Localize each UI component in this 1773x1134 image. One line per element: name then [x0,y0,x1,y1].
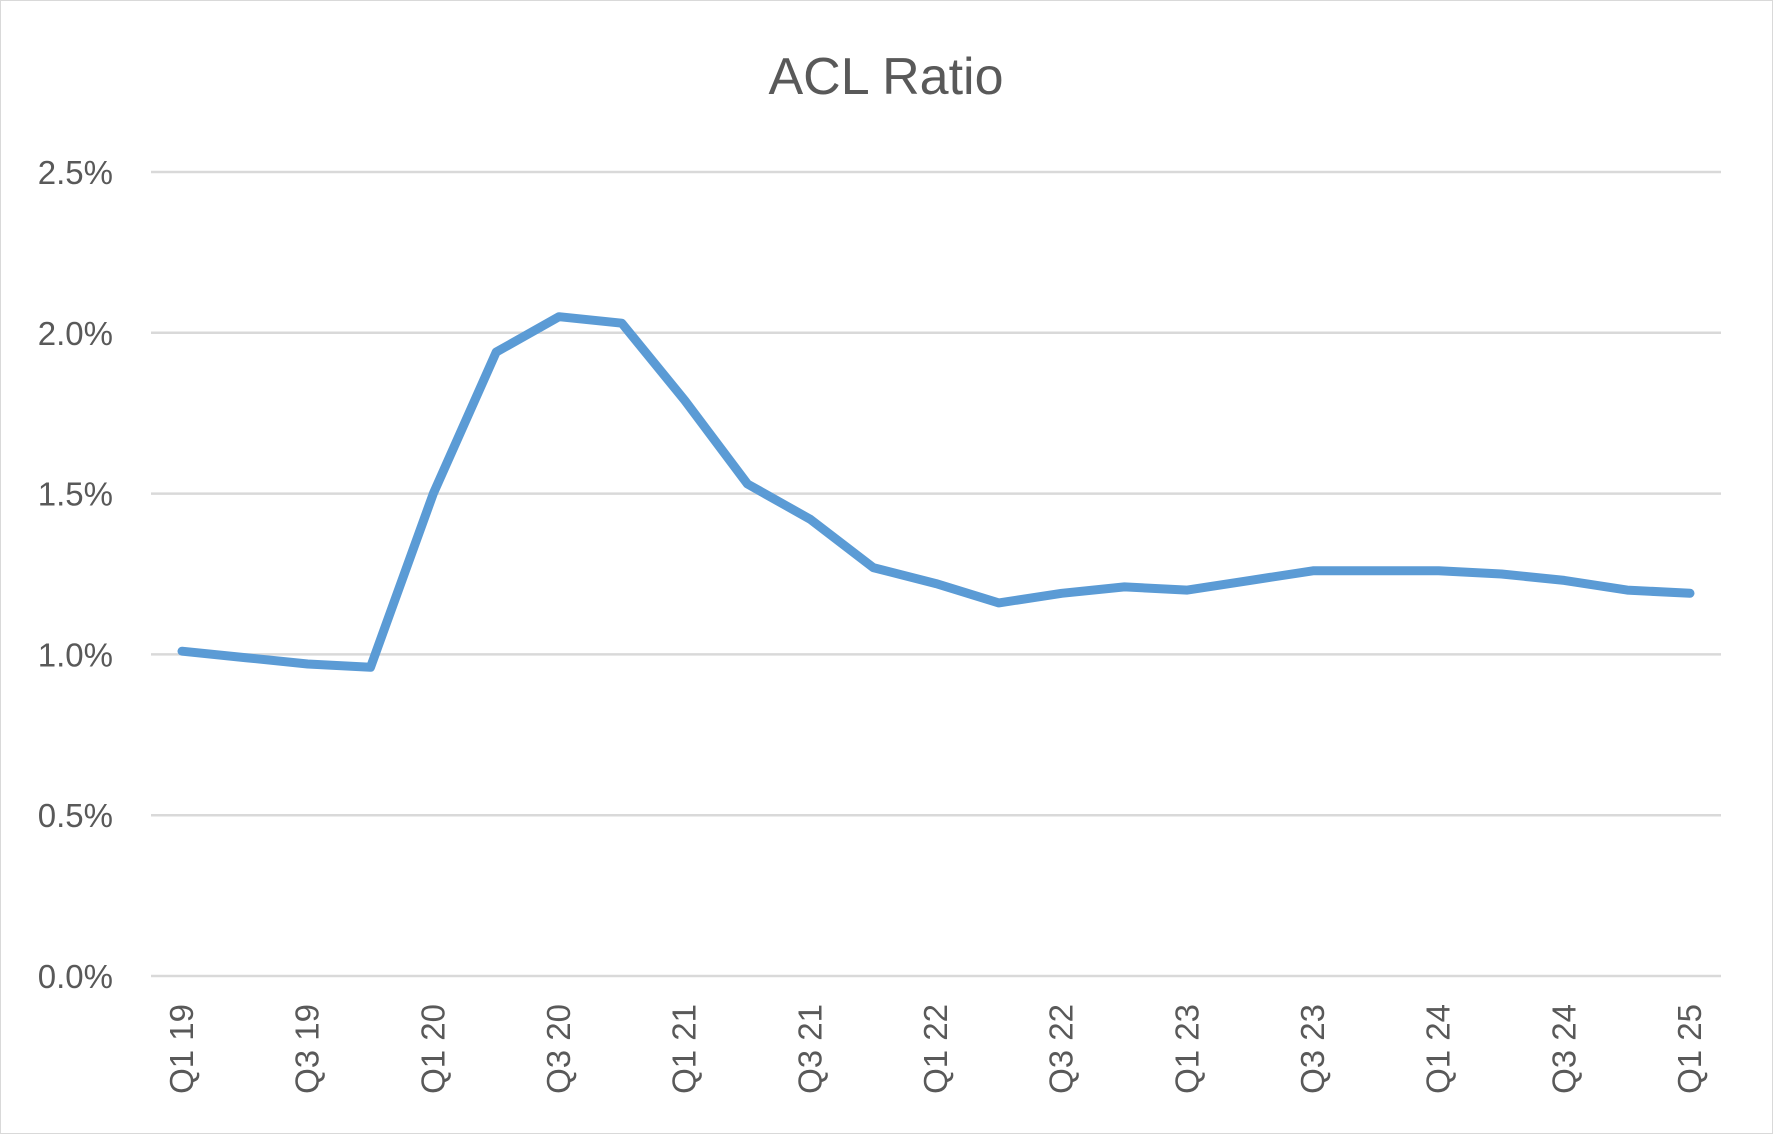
y-axis-ticks: 0.0% 0.5% 1.0% 1.5% 2.0% 2.5% [38,154,113,995]
x-tick-label: Q3 23 [1294,1004,1331,1094]
y-tick-label: 0.0% [38,958,113,995]
x-tick-label: Q3 22 [1043,1004,1080,1094]
y-tick-label: 0.5% [38,797,113,834]
x-tick-label: Q1 20 [414,1004,451,1094]
x-tick-label: Q1 23 [1168,1004,1205,1094]
chart-title: ACL Ratio [768,48,1003,106]
gridlines [151,170,1721,978]
x-axis-ticks: Q1 19 Q3 19 Q1 20 Q3 20 Q1 21 Q3 21 Q1 22 Q3 22… [163,1004,1708,1094]
x-tick-label: Q3 19 [289,1004,326,1094]
y-tick-label: 2.0% [38,315,113,352]
x-tick-label: Q1 25 [1671,1004,1708,1094]
x-tick-label: Q3 20 [540,1004,577,1094]
y-tick-label: 2.5% [38,154,113,191]
series-line [177,312,1695,672]
x-tick-label: Q1 19 [163,1004,200,1094]
x-tick-label: Q3 21 [791,1004,828,1094]
x-tick-label: Q3 24 [1545,1004,1582,1094]
y-tick-label: 1.5% [38,476,113,513]
y-tick-label: 1.0% [38,636,113,673]
x-tick-label: Q1 22 [917,1004,954,1094]
series-layer [177,312,1695,672]
x-tick-label: Q1 21 [666,1004,703,1094]
x-tick-label: Q1 24 [1420,1004,1457,1094]
